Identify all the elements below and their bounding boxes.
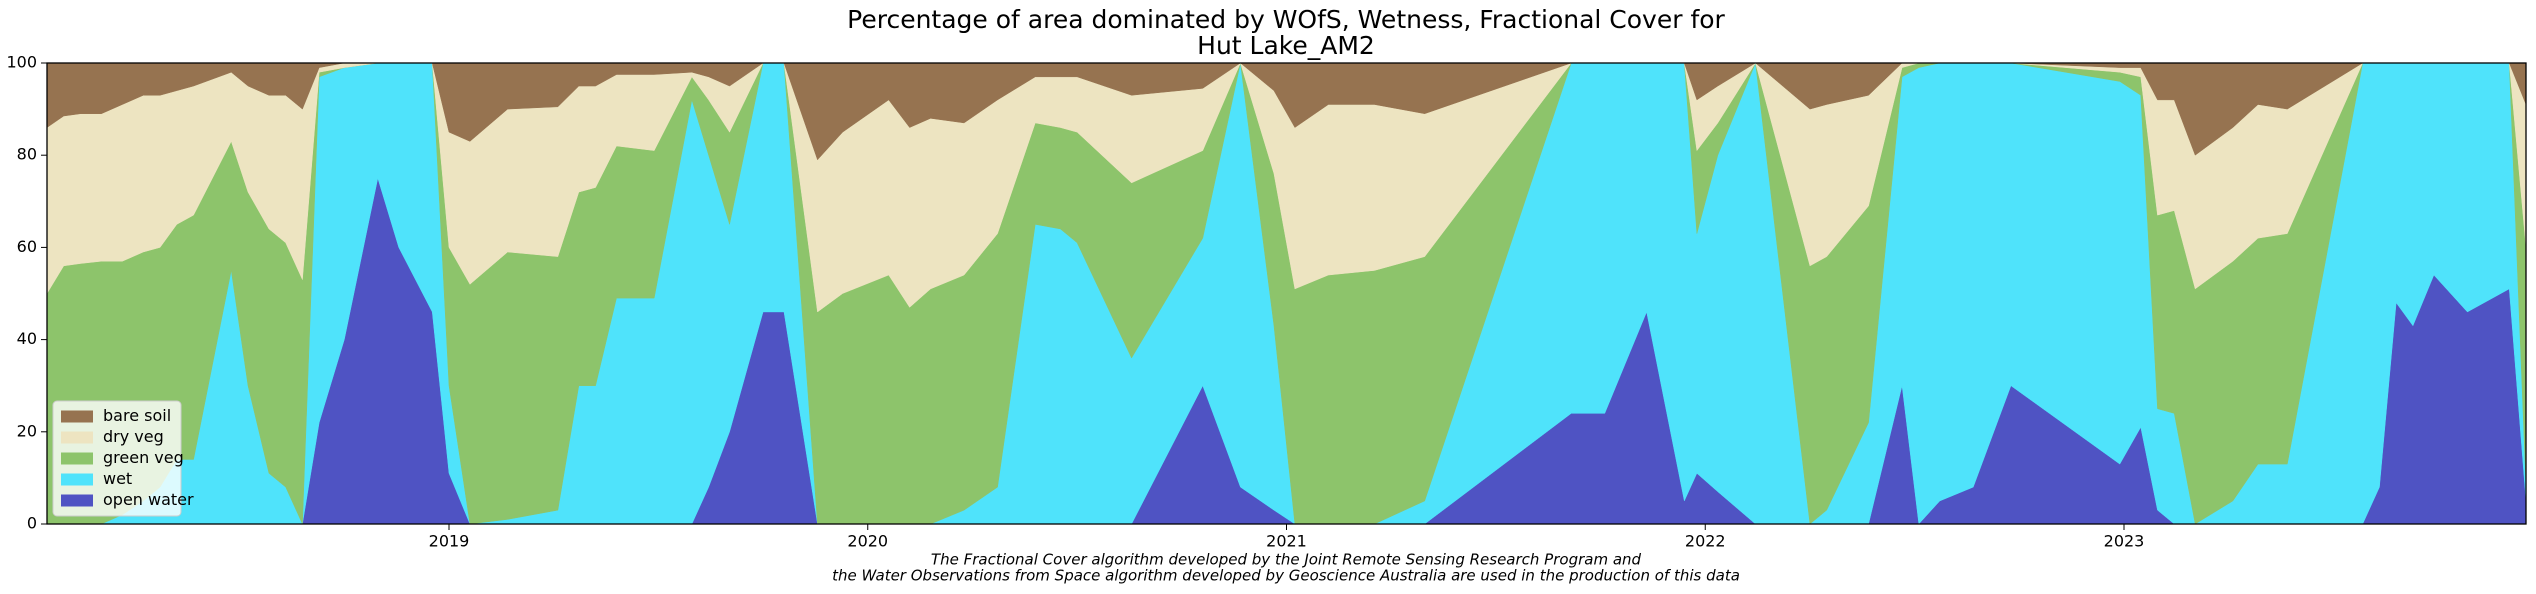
legend-label: dry veg [103,427,164,446]
y-tick-label: 0 [27,514,37,533]
legend: bare soil dry veg green veg wet open water [52,400,194,517]
y-tick-label: 80 [17,145,37,164]
legend-swatch [61,431,93,444]
legend-swatch [61,452,93,465]
legend-box [52,400,182,517]
legend-swatch [61,410,93,423]
chart-title: Hut Lake_AM2 [1197,31,1375,60]
y-tick-label: 100 [6,53,37,72]
footnote: The Fractional Cover algorithm developed… [931,551,1642,569]
legend-label: bare soil [103,406,171,425]
x-tick-label: 2021 [1266,532,1307,551]
x-tick-label: 2022 [1685,532,1726,551]
legend-label: wet [103,469,132,488]
x-tick-label: 2023 [2104,532,2145,551]
y-tick-label: 20 [17,421,37,440]
x-tick-label: 2020 [847,532,888,551]
legend-label: open water [103,490,194,509]
y-tick-label: 40 [17,329,37,348]
x-tick-label: 2019 [429,532,470,551]
y-tick-label: 60 [17,237,37,256]
legend-swatch [61,473,93,486]
footnote: the Water Observations from Space algori… [832,567,1740,585]
legend-swatch [61,494,93,507]
legend-label: green veg [103,448,184,467]
chart-title: Percentage of area dominated by WOfS, We… [847,5,1725,34]
